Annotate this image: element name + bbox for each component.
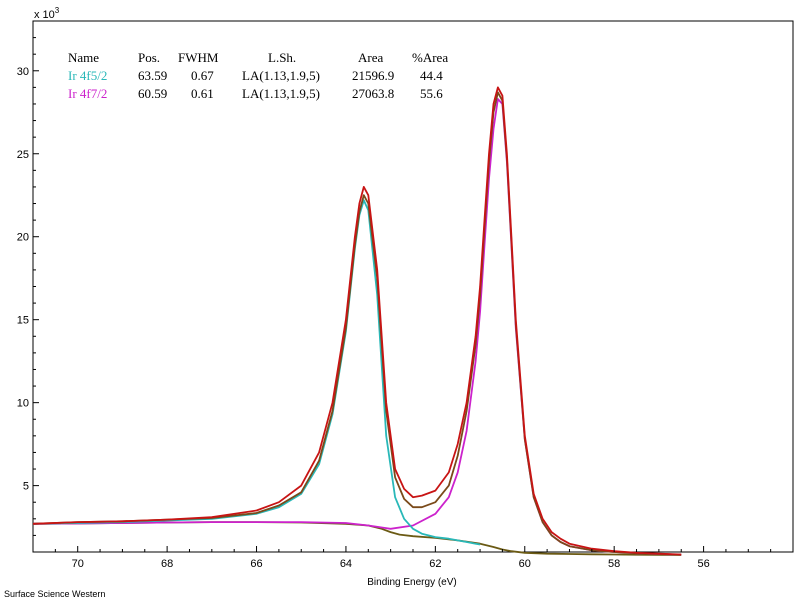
legend-header-area: Area bbox=[358, 50, 383, 65]
fit-sum-curve bbox=[32, 91, 682, 556]
x-axis: 70 68 66 64 62 60 58 56 bbox=[32, 546, 794, 570]
y-multiplier-label: x 103 bbox=[34, 6, 60, 21]
legend-row-4f52-pos: 63.59 bbox=[138, 68, 167, 83]
x-tick-label: 64 bbox=[340, 558, 352, 570]
x-tick-label: 70 bbox=[72, 558, 84, 570]
legend-row-4f52-fwhm: 0.67 bbox=[191, 68, 214, 83]
legend-row-4f52-pct: 44.4 bbox=[420, 68, 443, 83]
x-tick-label: 56 bbox=[697, 558, 709, 570]
legend-header-pos: Pos. bbox=[138, 50, 160, 65]
legend-row-4f72-name: Ir 4f7/2 bbox=[68, 86, 107, 101]
x-tick-label: 62 bbox=[429, 558, 441, 570]
ir-4f52-component-curve bbox=[32, 199, 481, 546]
envelope-curve bbox=[32, 86, 682, 556]
legend-header-lsh: L.Sh. bbox=[268, 50, 296, 65]
background-curve bbox=[32, 521, 682, 556]
legend-row-4f72-fwhm: 0.61 bbox=[191, 86, 214, 101]
x-tick-label: 58 bbox=[608, 558, 620, 570]
y-axis: 5 10 15 20 25 30 bbox=[17, 20, 39, 553]
footer-credit: Surface Science Western bbox=[4, 589, 106, 599]
y-tick-label: 25 bbox=[17, 149, 29, 161]
x-tick-label: 66 bbox=[250, 558, 262, 570]
spectrum-curves bbox=[32, 86, 682, 556]
y-tick-label: 10 bbox=[17, 398, 29, 410]
legend-row-4f72-pct: 55.6 bbox=[420, 86, 443, 101]
legend-row-4f52-name: Ir 4f5/2 bbox=[68, 68, 107, 83]
legend-row-4f72-area: 27063.8 bbox=[352, 86, 394, 101]
legend-row-4f52-area: 21596.9 bbox=[352, 68, 394, 83]
y-tick-label: 5 bbox=[23, 481, 29, 493]
y-tick-label: 20 bbox=[17, 232, 29, 244]
legend-row-4f52-lsh: LA(1.13,1.9,5) bbox=[242, 68, 320, 83]
legend-row-4f72-lsh: LA(1.13,1.9,5) bbox=[242, 86, 320, 101]
legend-row-4f72-pos: 60.59 bbox=[138, 86, 167, 101]
x-axis-title: Binding Energy (eV) bbox=[367, 577, 457, 588]
legend-header-name: Name bbox=[68, 50, 99, 65]
x-tick-label: 68 bbox=[161, 558, 173, 570]
legend-header-pct: %Area bbox=[412, 50, 448, 65]
ir-4f72-component-curve bbox=[32, 98, 682, 556]
y-tick-label: 15 bbox=[17, 315, 29, 327]
x-tick-label: 60 bbox=[519, 558, 531, 570]
fit-parameters-table: Name Pos. FWHM L.Sh. Area %Area Ir 4f5/2… bbox=[68, 50, 448, 101]
y-tick-label: 30 bbox=[17, 66, 29, 78]
legend-header-fwhm: FWHM bbox=[178, 50, 219, 65]
